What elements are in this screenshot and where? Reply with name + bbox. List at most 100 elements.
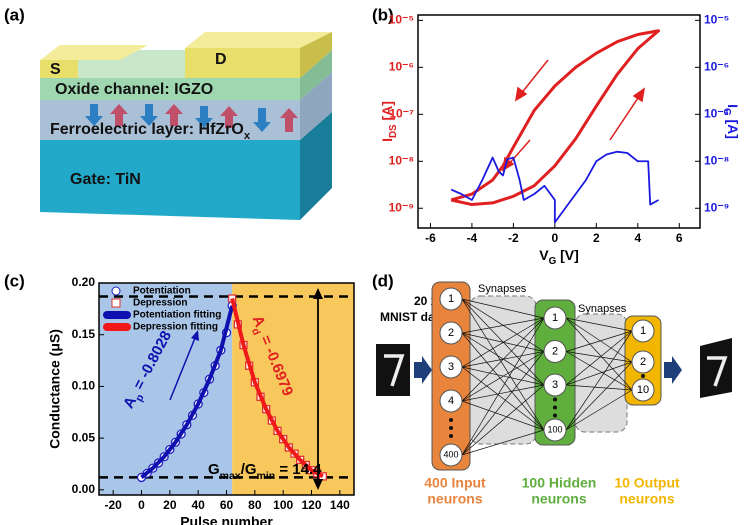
- ratio-annotation-part: /G: [241, 461, 257, 478]
- y-tick-label: 10⁻⁵: [389, 13, 414, 27]
- x-tick-label: 100: [273, 498, 293, 512]
- arrow-head: [313, 479, 323, 490]
- synapse-label: Synapses: [578, 303, 627, 315]
- neuron-label: 1: [640, 325, 646, 337]
- x-tick-label: 20: [163, 498, 177, 512]
- ratio-annotation: Gmax/Gmin = 14.4: [208, 461, 322, 482]
- y2-tick-label: 10⁻⁶: [704, 60, 729, 74]
- neuron-label: 3: [448, 361, 454, 373]
- source-front: [40, 60, 78, 78]
- x-tick-label: 6: [676, 231, 683, 245]
- output-digit: [700, 338, 732, 398]
- arrow-head: [313, 288, 323, 299]
- x-axis-label-part: [V]: [556, 247, 579, 263]
- neuron: [439, 389, 463, 413]
- y2-axis-label-part: G: [721, 108, 732, 116]
- ratio-annotation-part: min: [257, 470, 276, 482]
- channel-label: Oxide channel: IGZO: [55, 81, 213, 98]
- ferroelectric-label-part: x: [244, 130, 251, 142]
- y-axis-label-part: [A]: [379, 101, 395, 124]
- series-line: [450, 150, 659, 224]
- input-digit: [376, 344, 410, 396]
- synapse: [565, 317, 633, 363]
- x-tick-label: 0: [552, 231, 559, 245]
- fit-annotation-part: p: [133, 392, 147, 403]
- y-axis-label-part: DS: [388, 124, 399, 138]
- source-top: [40, 45, 148, 60]
- synapse: [461, 332, 545, 431]
- arrow-head: [191, 330, 199, 341]
- y-tick-label: 0.10: [72, 379, 96, 393]
- x-axis-label: VG [V]: [539, 247, 579, 267]
- series-line: [230, 298, 324, 479]
- legend-marker: [111, 298, 121, 308]
- neuron-label: 100: [547, 424, 562, 434]
- synapse: [461, 384, 545, 456]
- drain-side: [300, 32, 332, 78]
- plot-frame: [417, 14, 701, 229]
- panel-label: (d): [372, 271, 394, 290]
- neuron: [543, 373, 567, 397]
- synapse: [565, 384, 633, 391]
- neuron-label: 4: [448, 395, 454, 407]
- layer-label: 100 Hidden: [522, 475, 597, 491]
- y-tick-label: 10⁻⁸: [389, 153, 414, 167]
- neuron-label: 10: [637, 384, 649, 396]
- y2-axis-label: IG [A]: [721, 104, 741, 139]
- fit-arrow: [169, 337, 196, 401]
- y2-axis-label-part: [A]: [725, 116, 741, 139]
- synapse: [461, 298, 545, 431]
- digit-stroke: [384, 354, 405, 387]
- synapse: [461, 298, 545, 319]
- region: [232, 283, 354, 495]
- channel-front: [40, 78, 300, 100]
- y-tick-label: 0.05: [72, 430, 96, 444]
- synapse: [565, 361, 633, 431]
- fit-annotation-part: d: [249, 326, 263, 336]
- y-axis-label: Conductance (μS): [47, 329, 63, 449]
- neuron: [439, 287, 463, 311]
- y-tick-label: 0.15: [72, 327, 96, 341]
- series-line: [450, 29, 661, 207]
- arrow: [664, 356, 682, 384]
- gate-front: [40, 140, 300, 220]
- neuron: [543, 340, 567, 363]
- y2-axis-label-part: I: [725, 104, 741, 108]
- x-tick-label: 40: [191, 498, 205, 512]
- x-axis-label-part: G: [549, 256, 557, 267]
- synapse: [461, 317, 545, 402]
- arrow: [414, 356, 432, 384]
- x-tick-label: -6: [425, 231, 436, 245]
- x-tick-label: -20: [104, 498, 122, 512]
- neuron: [631, 319, 655, 343]
- synapse: [461, 351, 545, 456]
- ellipsis-dot: [449, 418, 453, 422]
- synapse: [461, 366, 545, 431]
- y-tick-label: 0.20: [72, 275, 96, 289]
- synapse: [461, 317, 545, 456]
- ellipsis-dot: [553, 397, 557, 402]
- panel-label: (b): [372, 5, 394, 24]
- ellipsis-dot: [449, 426, 453, 430]
- ferro-side: [300, 72, 332, 140]
- drain-front: [185, 48, 300, 78]
- neuron: [631, 350, 655, 374]
- legend-label: Potentiation: [133, 286, 191, 297]
- synapse: [565, 330, 633, 386]
- x-axis-label: Pulse number: [180, 514, 273, 525]
- synapse: [461, 317, 545, 334]
- gate-label: Gate: TiN: [70, 171, 141, 188]
- x-tick-label: 80: [248, 498, 262, 512]
- x-tick-label: 140: [330, 498, 350, 512]
- channel-side: [300, 50, 332, 100]
- y-tick-label: 10⁻⁶: [389, 60, 414, 74]
- digit-stroke: [707, 356, 728, 387]
- layer-label: neurons: [531, 491, 586, 507]
- x-tick-label: 2: [593, 231, 600, 245]
- ferroelectric-label-part: Ferroelectric layer: HfZrO: [50, 121, 244, 138]
- drain-label: D: [215, 51, 227, 68]
- synapse: [565, 317, 633, 332]
- neuron-label: 400: [443, 449, 458, 459]
- neuron: [439, 355, 463, 379]
- y-tick-label: 10⁻⁷: [389, 106, 414, 120]
